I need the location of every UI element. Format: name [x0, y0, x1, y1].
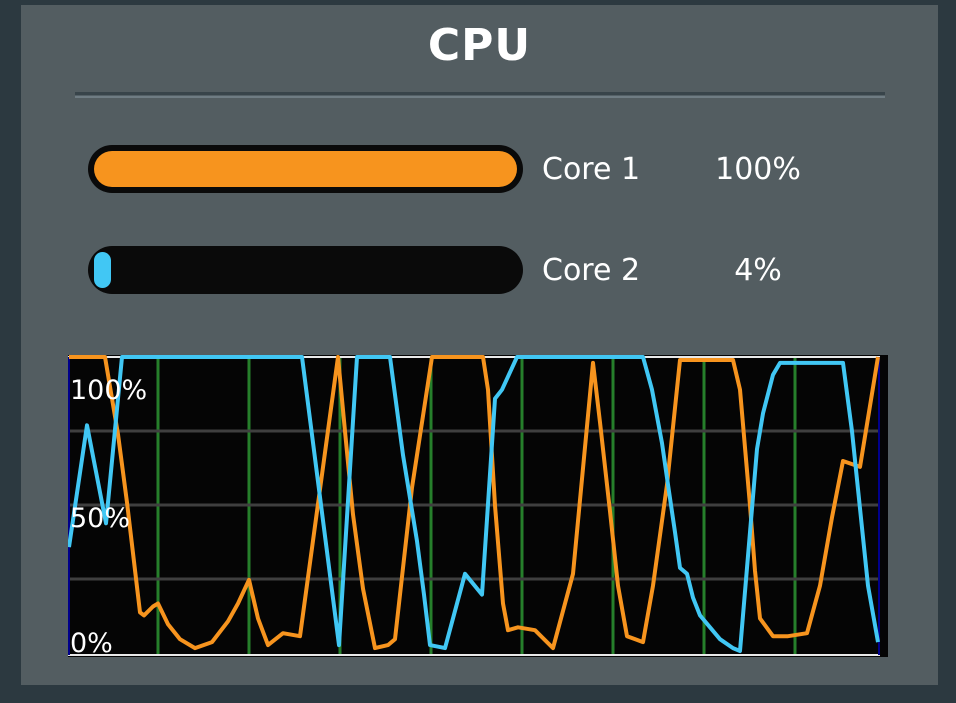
ytick-100: 100%: [70, 375, 147, 406]
core1-label: Core 1: [542, 151, 641, 187]
core1-value: 100%: [715, 151, 801, 187]
title-divider: [75, 92, 885, 98]
core2-usage-row: Core 2 4%: [88, 246, 842, 294]
cpu-history-svg: 100% 50% 0%: [68, 355, 888, 657]
core2-label: Core 2: [542, 252, 641, 288]
ytick-0: 0%: [70, 628, 113, 657]
core1-usage-row: Core 1 100%: [88, 145, 842, 193]
core1-bar-fill: [94, 151, 517, 187]
cpu-history-chart: 100% 50% 0%: [68, 355, 888, 657]
core2-history-line: [68, 355, 880, 653]
cpu-widget-panel: CPU Core 1 100% Core 2 4%: [21, 5, 938, 685]
core1-usage-bar: [88, 145, 523, 193]
ytick-50: 50%: [70, 503, 130, 534]
core2-value: 4%: [734, 252, 782, 288]
core2-usage-bar: [88, 246, 523, 294]
core2-bar-fill: [94, 252, 111, 288]
widget-title: CPU: [427, 20, 532, 71]
